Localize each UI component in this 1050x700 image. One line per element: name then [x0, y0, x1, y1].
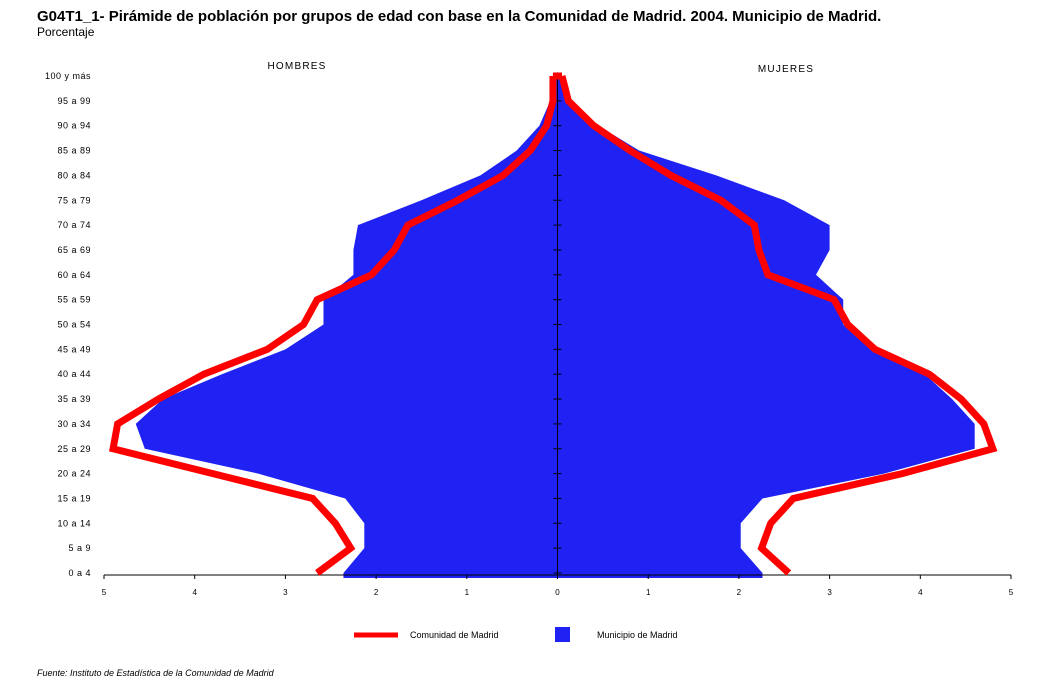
y-tick-label: 45 a 49 [57, 344, 91, 354]
x-tick-label: 2 [737, 588, 742, 597]
y-tick-label: 30 a 34 [57, 419, 91, 429]
x-tick-label: 3 [283, 588, 288, 597]
y-tick-label: 85 a 89 [57, 146, 91, 156]
x-tick-label: 3 [827, 588, 832, 597]
x-tick-label: 1 [646, 588, 651, 597]
source-note: Fuente: Instituto de Estadística de la C… [37, 668, 274, 678]
x-tick-label: 1 [465, 588, 470, 597]
y-tick-label: 25 a 29 [57, 444, 91, 454]
chart-subtitle: Porcentaje [37, 25, 95, 39]
y-tick-label: 0 a 4 [68, 568, 91, 578]
y-tick-label: 75 a 79 [57, 195, 91, 205]
y-tick-label: 65 a 69 [57, 245, 91, 255]
x-tick-label: 5 [102, 588, 107, 597]
y-tick-label: 50 a 54 [57, 320, 91, 330]
chart-title: G04T1_1- Pirámide de población por grupo… [37, 8, 882, 25]
y-tick-label: 40 a 44 [57, 369, 91, 379]
y-tick-label: 60 a 64 [57, 270, 91, 280]
legend-swatch-municipio [555, 627, 570, 642]
y-tick-label: 80 a 84 [57, 170, 91, 180]
comunidad-line-hombres [109, 76, 557, 576]
x-tick-label: 2 [374, 588, 379, 597]
x-tick-label: 5 [1009, 588, 1014, 597]
y-tick-label: 100 y más [45, 71, 91, 81]
y-tick-label: 35 a 39 [57, 394, 91, 404]
y-tick-label: 15 a 19 [57, 493, 91, 503]
y-tick-label: 90 a 94 [57, 121, 91, 131]
mujeres-label: MUJERES [758, 64, 814, 75]
legend-label-comunidad: Comunidad de Madrid [410, 630, 499, 640]
y-tick-label: 55 a 59 [57, 295, 91, 305]
x-tick-label: 4 [192, 588, 197, 597]
y-tick-label: 10 a 14 [57, 518, 91, 528]
legend-label-municipio: Municipio de Madrid [597, 630, 678, 640]
hombres-label: HOMBRES [268, 61, 327, 72]
comunidad-line-mujeres [558, 75, 998, 576]
y-tick-label: 95 a 99 [57, 96, 91, 106]
y-tick-label: 5 a 9 [68, 543, 91, 553]
y-tick-label: 70 a 74 [57, 220, 91, 230]
x-tick-label: 4 [918, 588, 923, 597]
x-tick-label: 0 [555, 588, 560, 597]
y-tick-label: 20 a 24 [57, 469, 91, 479]
